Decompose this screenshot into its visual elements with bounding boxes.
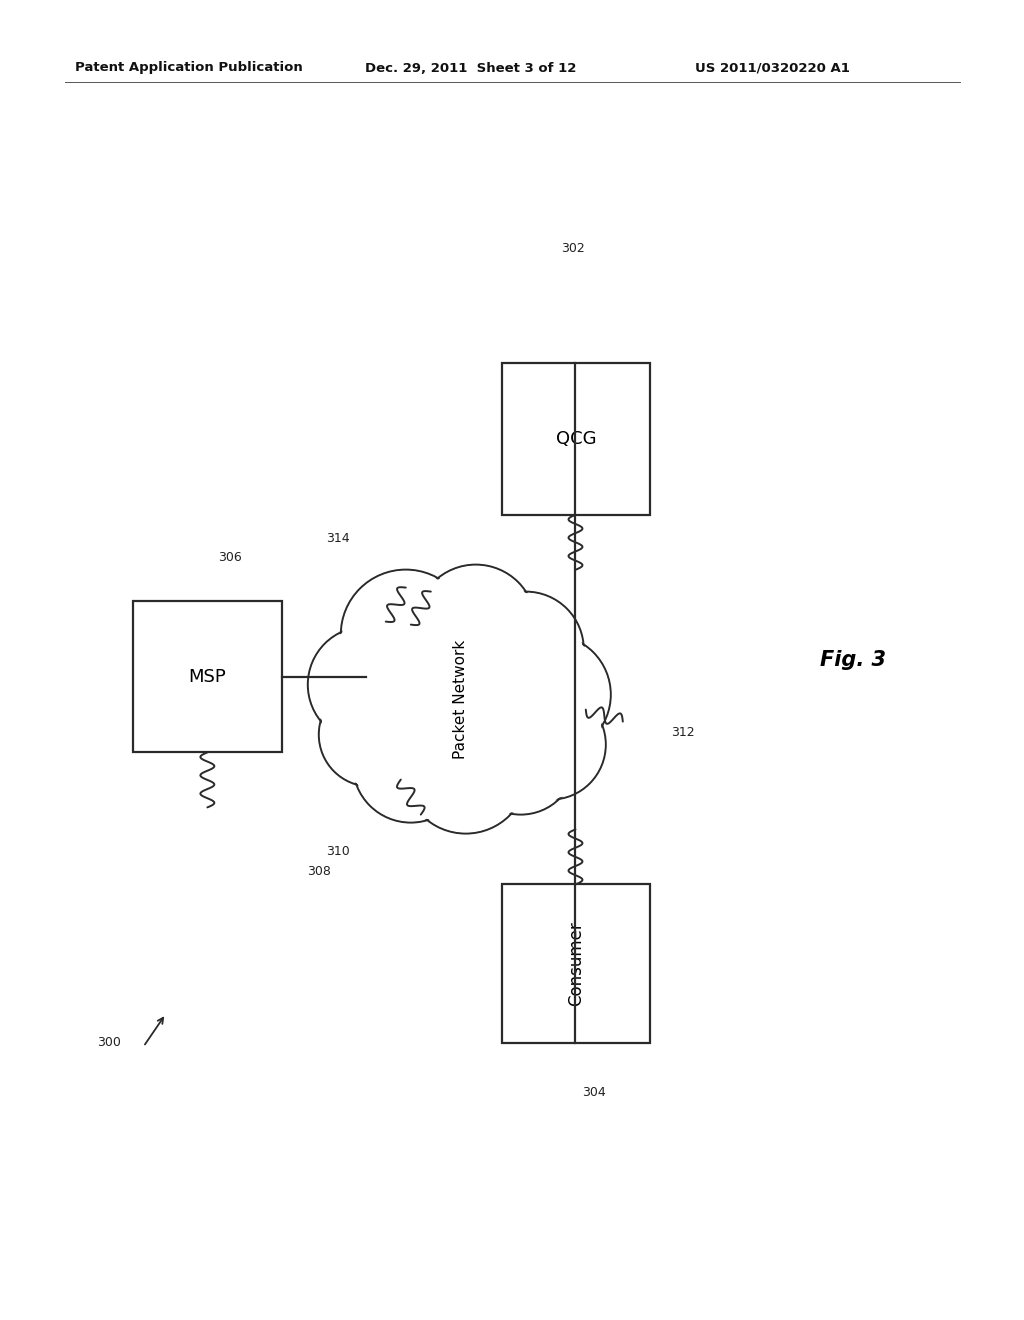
Text: Dec. 29, 2011  Sheet 3 of 12: Dec. 29, 2011 Sheet 3 of 12 [365, 62, 577, 74]
Text: 310: 310 [326, 845, 349, 858]
Circle shape [490, 635, 610, 755]
Circle shape [416, 565, 536, 685]
Circle shape [308, 627, 424, 743]
Circle shape [466, 705, 575, 814]
Circle shape [468, 591, 584, 708]
Circle shape [321, 684, 421, 785]
Text: US 2011/0320220 A1: US 2011/0320220 A1 [695, 62, 850, 74]
Text: 308: 308 [307, 865, 331, 878]
Text: 312: 312 [671, 726, 694, 739]
FancyBboxPatch shape [502, 363, 650, 515]
Text: Consumer: Consumer [567, 921, 585, 1006]
Text: 304: 304 [582, 1086, 605, 1100]
Circle shape [353, 706, 469, 822]
Text: 300: 300 [97, 1036, 121, 1049]
Circle shape [498, 692, 604, 799]
Circle shape [469, 593, 583, 706]
Circle shape [377, 616, 545, 783]
Circle shape [418, 566, 535, 684]
Text: 314: 314 [326, 532, 349, 545]
Circle shape [376, 615, 546, 784]
Circle shape [342, 572, 469, 698]
Text: Patent Application Publication: Patent Application Publication [75, 62, 303, 74]
Circle shape [403, 710, 527, 834]
Circle shape [341, 570, 471, 700]
Circle shape [318, 682, 423, 787]
Circle shape [467, 706, 574, 813]
Text: 306: 306 [218, 550, 242, 564]
Text: Packet Network: Packet Network [454, 640, 468, 759]
Circle shape [493, 636, 609, 754]
Text: MSP: MSP [188, 668, 226, 685]
Circle shape [354, 708, 467, 821]
FancyBboxPatch shape [133, 601, 282, 752]
Text: Fig. 3: Fig. 3 [820, 649, 886, 671]
Text: 302: 302 [561, 242, 585, 255]
Circle shape [406, 711, 526, 832]
FancyBboxPatch shape [502, 884, 650, 1043]
Circle shape [496, 689, 606, 800]
Circle shape [309, 628, 422, 741]
Text: QCG: QCG [556, 430, 596, 447]
